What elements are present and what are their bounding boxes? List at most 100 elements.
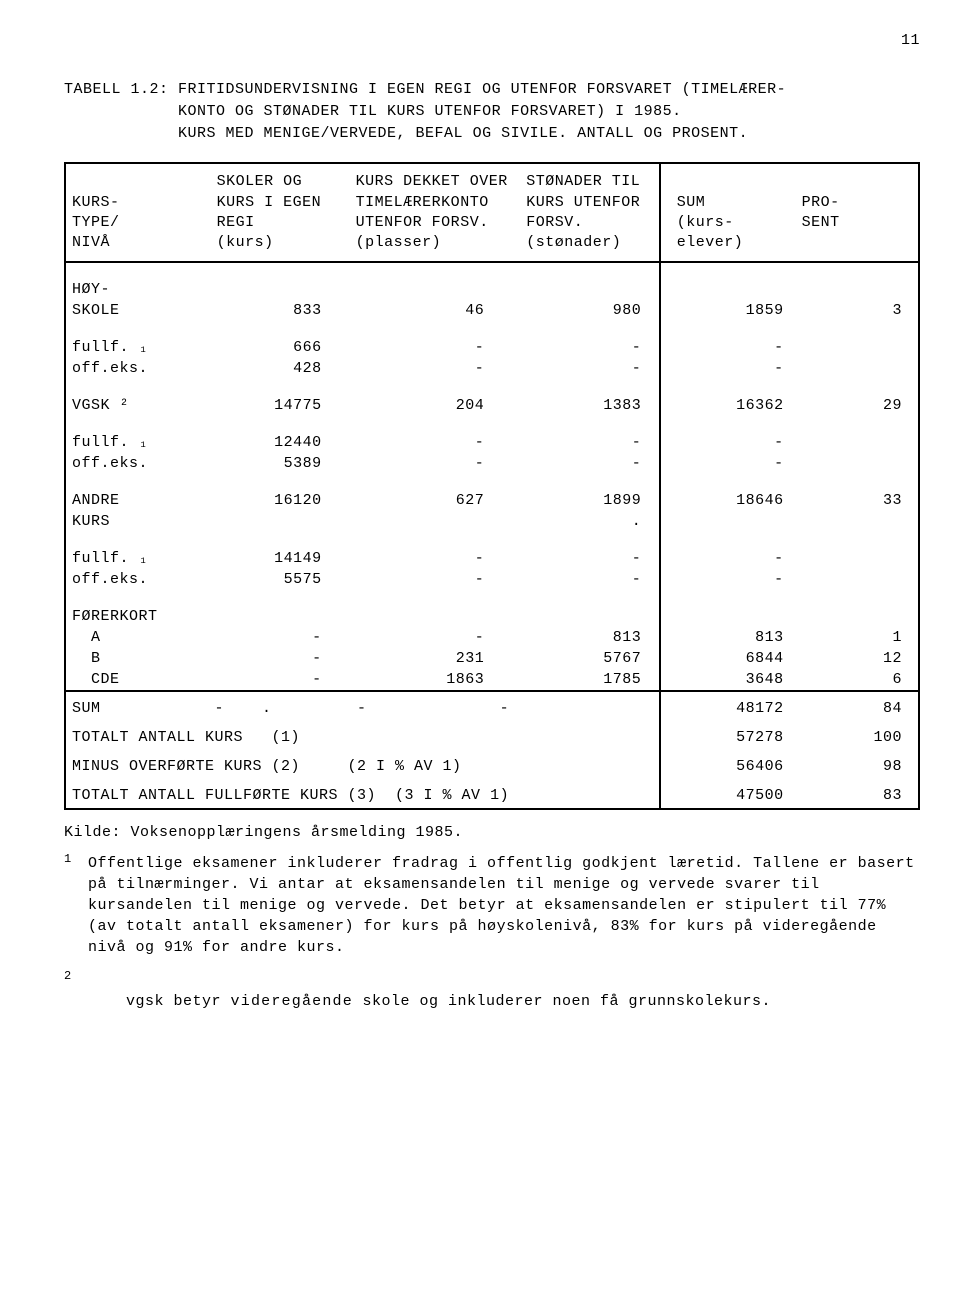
table-row xyxy=(65,590,919,606)
header-stonader: STØNADER TIL KURS UTENFOR FORSV. (stønad… xyxy=(520,163,660,262)
summary-label: MINUS OVERFØRTE KURS (2) (2 I % AV 1) xyxy=(65,750,660,779)
table-row xyxy=(65,262,919,279)
cell: - xyxy=(660,337,795,358)
cell xyxy=(211,511,350,532)
cell: - xyxy=(350,337,521,358)
cell xyxy=(796,358,919,379)
cell: 813 xyxy=(520,627,660,648)
table-row: ANDRE1612062718991864633 xyxy=(65,490,919,511)
cell: 1785 xyxy=(520,669,660,691)
summary-row: TOTALT ANTALL KURS (1)57278100 xyxy=(65,721,919,750)
header-prosent: PRO- SENT xyxy=(796,163,919,262)
cell: 14149 xyxy=(211,548,350,569)
cell xyxy=(796,511,919,532)
cell: - xyxy=(660,548,795,569)
table-row: HØY- xyxy=(65,279,919,300)
source-line: Kilde: Voksenopplæringens årsmelding 198… xyxy=(64,824,920,841)
table-row: fullf. ₁666--- xyxy=(65,337,919,358)
data-table: KURS- TYPE/ NIVÅ SKOLER OG KURS I EGEN R… xyxy=(64,162,920,810)
cell: 16120 xyxy=(211,490,350,511)
table-row xyxy=(65,416,919,432)
cell: HØY- xyxy=(65,279,211,300)
cell: 666 xyxy=(211,337,350,358)
cell: ANDRE xyxy=(65,490,211,511)
cell: 231 xyxy=(350,648,521,669)
cell: off.eks. xyxy=(65,453,211,474)
cell: 18646 xyxy=(660,490,795,511)
table-summary: SUM - . - -4817284TOTALT ANTALL KURS (1)… xyxy=(65,691,919,809)
summary-sum: 57278 xyxy=(660,721,795,750)
cell: - xyxy=(660,453,795,474)
footnote-1-number: 1 xyxy=(64,851,88,956)
cell: 6844 xyxy=(660,648,795,669)
table-row: SKOLE8334698018593 xyxy=(65,300,919,321)
cell: 204 xyxy=(350,395,521,416)
cell xyxy=(660,606,795,627)
summary-sum: 56406 xyxy=(660,750,795,779)
summary-label: SUM - . - - xyxy=(65,691,660,721)
cell: FØRERKORT xyxy=(65,606,211,627)
table-row: KURS. xyxy=(65,511,919,532)
cell: - xyxy=(350,453,521,474)
cell: KURS xyxy=(65,511,211,532)
cell: B xyxy=(65,648,211,669)
cell: - xyxy=(520,453,660,474)
cell: off.eks. xyxy=(65,569,211,590)
summary-pct: 100 xyxy=(796,721,919,750)
cell xyxy=(796,279,919,300)
footnote-1: 1 Offentlige eksamener inkluderer fradra… xyxy=(64,853,920,958)
cell: - xyxy=(520,432,660,453)
cell xyxy=(796,432,919,453)
summary-row: SUM - . - -4817284 xyxy=(65,691,919,721)
cell: 5767 xyxy=(520,648,660,669)
cell xyxy=(660,511,795,532)
cell: 813 xyxy=(660,627,795,648)
table-row: off.eks.428--- xyxy=(65,358,919,379)
table-row: FØRERKORT xyxy=(65,606,919,627)
header-sum: SUM (kurs- elever) xyxy=(660,163,795,262)
cell: - xyxy=(350,569,521,590)
table-row: CDE-1863178536486 xyxy=(65,669,919,691)
summary-pct: 98 xyxy=(796,750,919,779)
cell: 980 xyxy=(520,300,660,321)
cell: VGSK ² xyxy=(65,395,211,416)
cell: - xyxy=(520,548,660,569)
table-row: B-2315767684412 xyxy=(65,648,919,669)
cell xyxy=(520,606,660,627)
summary-pct: 84 xyxy=(796,691,919,721)
cell: 14775 xyxy=(211,395,350,416)
cell: 6 xyxy=(796,669,919,691)
footnote-2-number: 2 xyxy=(64,968,88,1031)
cell: 5389 xyxy=(211,453,350,474)
footnote-2-text: vgsk betyr videregående skole og inklude… xyxy=(88,970,920,1033)
cell: fullf. ₁ xyxy=(65,432,211,453)
cell: - xyxy=(350,432,521,453)
table-row xyxy=(65,474,919,490)
cell: 428 xyxy=(211,358,350,379)
cell: - xyxy=(211,669,350,691)
cell: 46 xyxy=(350,300,521,321)
footnote-2-vari: videregående xyxy=(231,993,353,1010)
footnote-2-suffix: skole og inkluderer noen få grunnskoleku… xyxy=(353,993,771,1010)
header-dekket: KURS DEKKET OVER TIMELÆRERKONTO UTENFOR … xyxy=(350,163,521,262)
cell: - xyxy=(520,358,660,379)
cell: 833 xyxy=(211,300,350,321)
cell: - xyxy=(350,358,521,379)
cell: 29 xyxy=(796,395,919,416)
cell: - xyxy=(211,627,350,648)
cell: fullf. ₁ xyxy=(65,337,211,358)
cell xyxy=(796,453,919,474)
header-kurstype: KURS- TYPE/ NIVÅ xyxy=(65,163,211,262)
cell: fullf. ₁ xyxy=(65,548,211,569)
cell: - xyxy=(211,648,350,669)
page-number: 11 xyxy=(64,32,920,49)
cell: 1859 xyxy=(660,300,795,321)
cell xyxy=(520,279,660,300)
summary-row: TOTALT ANTALL FULLFØRTE KURS (3) (3 I % … xyxy=(65,779,919,809)
cell xyxy=(796,606,919,627)
cell: - xyxy=(520,337,660,358)
table-row: VGSK ²1477520413831636229 xyxy=(65,395,919,416)
header-skoler: SKOLER OG KURS I EGEN REGI (kurs) xyxy=(211,163,350,262)
cell: 5575 xyxy=(211,569,350,590)
summary-sum: 47500 xyxy=(660,779,795,809)
